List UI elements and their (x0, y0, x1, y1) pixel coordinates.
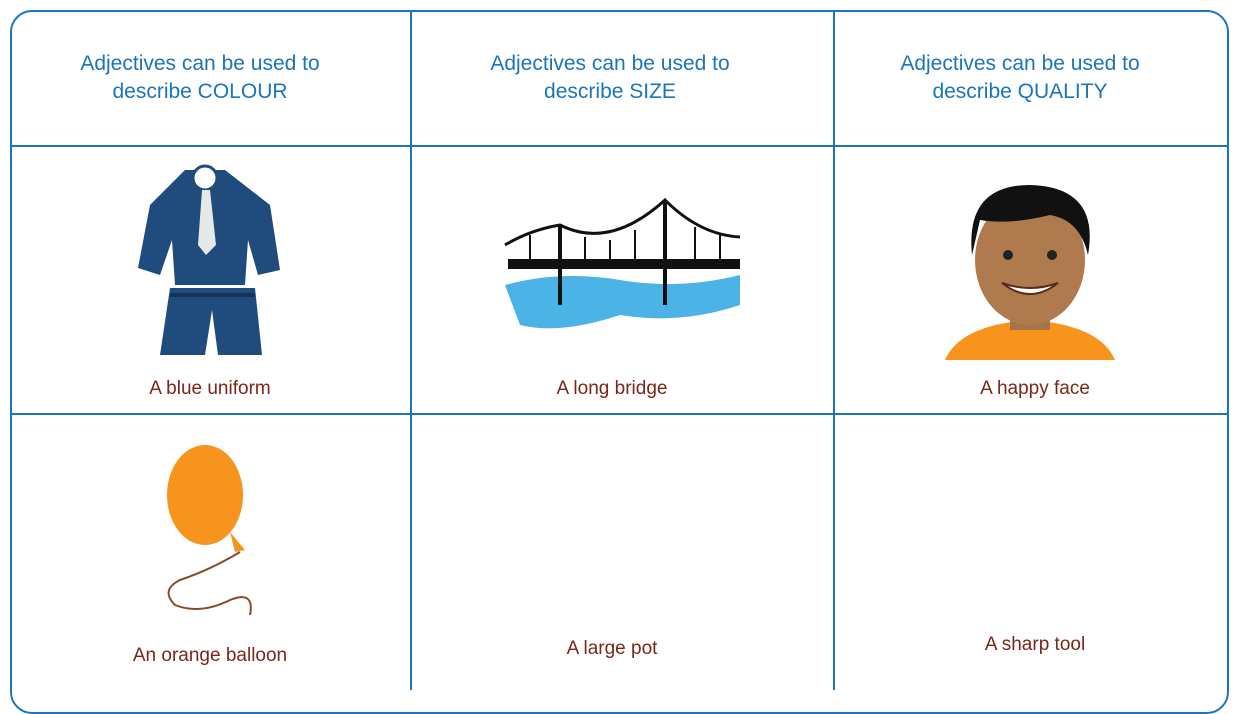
caption: A happy face (980, 378, 1090, 399)
header-cell: Adjectives can be used to describe SIZE (490, 52, 730, 103)
header-cell: Adjectives can be used to describe QUALI… (900, 52, 1140, 103)
row-divider (10, 145, 1229, 147)
caption: An orange balloon (132, 645, 288, 666)
face-image (945, 185, 1115, 360)
caption: A large pot (566, 638, 658, 659)
balloon-image (167, 445, 252, 616)
caption: A blue uniform (149, 378, 271, 399)
row-divider (10, 413, 1229, 415)
column-divider (410, 10, 412, 690)
column-divider (833, 10, 835, 690)
uniform-image (138, 164, 280, 355)
page: Adjectives can be used to describe COLOU… (10, 10, 1229, 714)
bridge-image (504, 197, 741, 329)
header-cell: Adjectives can be used to describe COLOU… (80, 52, 320, 103)
caption: A long bridge (556, 378, 668, 399)
caption: A sharp tool (984, 634, 1086, 655)
